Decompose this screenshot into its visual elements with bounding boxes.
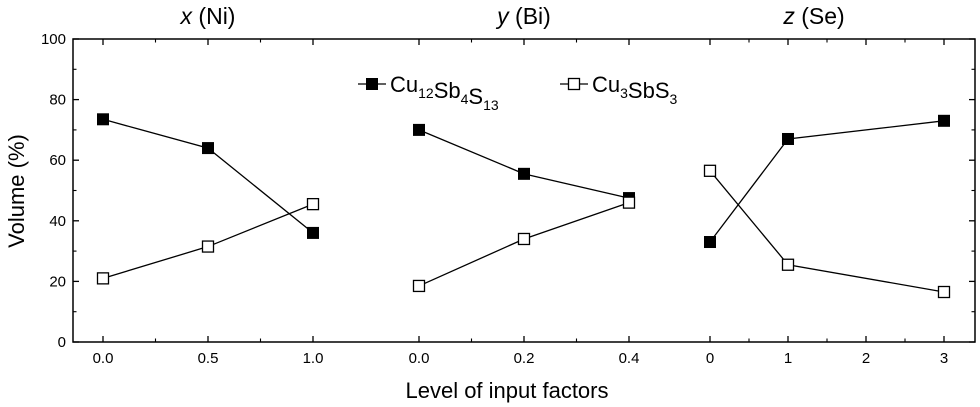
data-point xyxy=(517,232,531,246)
x-tick-label: 0 xyxy=(706,350,714,367)
legend: Cu12Sb4S13 Cu3SbS3 xyxy=(358,72,678,113)
data-point xyxy=(937,285,951,299)
data-point xyxy=(307,226,319,239)
plot-frame xyxy=(72,38,976,343)
legend-label: Cu3SbS3 xyxy=(592,72,678,107)
series-line xyxy=(709,120,945,243)
data-point xyxy=(703,164,717,177)
x-tick-label: 0.0 xyxy=(93,350,114,367)
legend-marker xyxy=(567,77,581,91)
legend-label: Cu12Sb4S13 xyxy=(390,72,499,113)
x-tick-label: 3 xyxy=(940,350,948,367)
x-tick-label: 0.0 xyxy=(409,350,430,367)
y-tick-label: 40 xyxy=(49,213,66,230)
data-point xyxy=(622,196,636,209)
y-axis: 0 20 40 60 80 100 xyxy=(41,31,975,351)
x-tick-label: 1 xyxy=(784,350,792,367)
series-layer xyxy=(96,113,951,299)
data-point xyxy=(518,167,530,180)
series-line xyxy=(102,118,314,234)
y-tick-label: 60 xyxy=(49,152,66,169)
y-tick-label: 20 xyxy=(49,273,66,290)
panel-title: y (Bi) xyxy=(495,3,551,29)
data-point xyxy=(202,142,214,155)
panel-title: z (Se) xyxy=(782,3,844,29)
y-tick-label: 80 xyxy=(49,92,66,109)
x-axis-label: Level of input factors xyxy=(405,378,608,403)
data-point xyxy=(782,132,794,145)
plot-border xyxy=(72,38,976,343)
data-point xyxy=(412,279,426,293)
panel-title: x (Ni) xyxy=(180,3,236,29)
x-tick-label: 0.4 xyxy=(619,350,640,367)
data-point xyxy=(781,258,795,271)
x-tick-label: 0.2 xyxy=(514,350,535,367)
x-tick-label: 1.0 xyxy=(303,350,324,367)
x-axis: 0.0 0.5 1.0 0.0 0.2 0.4 0 1 2 3 xyxy=(93,39,948,367)
panel-titles: x (Ni) y (Bi) z (Se) xyxy=(180,3,845,29)
data-point xyxy=(97,113,109,126)
data-point xyxy=(306,197,320,211)
data-point xyxy=(938,114,950,127)
data-point xyxy=(413,123,425,136)
series-line xyxy=(709,170,945,293)
y-axis-label: Volume (%) xyxy=(4,134,29,248)
legend-marker xyxy=(366,78,378,90)
y-tick-label: 100 xyxy=(41,31,66,48)
y-tick-label: 0 xyxy=(58,334,66,351)
x-tick-label: 2 xyxy=(862,350,870,367)
data-point xyxy=(704,236,716,249)
series-line xyxy=(418,129,630,199)
data-point xyxy=(201,240,215,253)
x-tick-label: 0.5 xyxy=(198,350,219,367)
data-point xyxy=(96,272,110,285)
